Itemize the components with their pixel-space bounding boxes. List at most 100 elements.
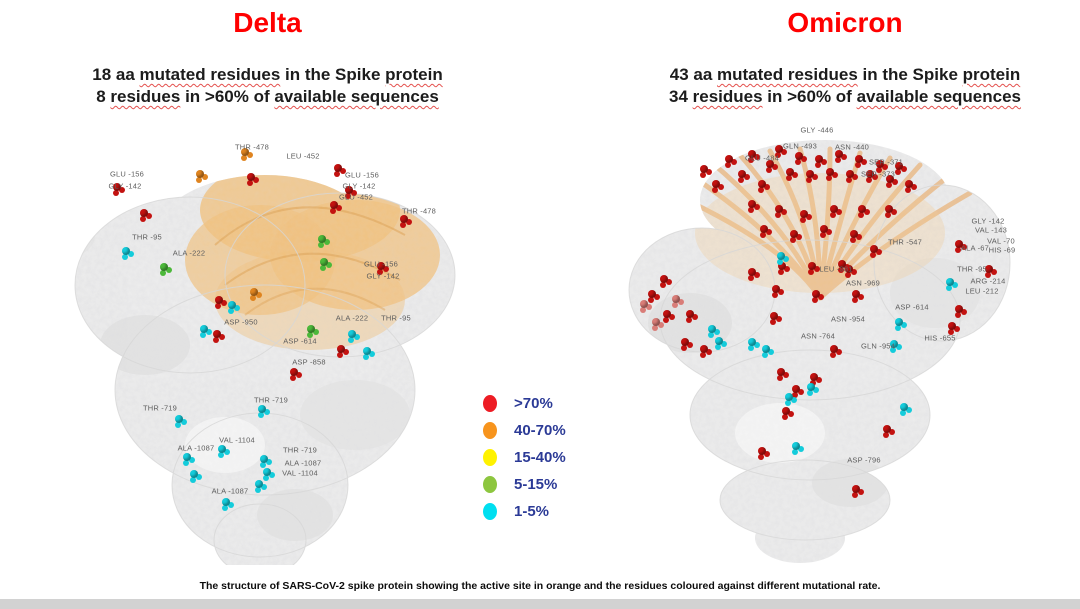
subtitle-segment: 18 aa bbox=[92, 65, 140, 84]
legend-label: 5-15% bbox=[514, 476, 558, 493]
residue-marker bbox=[876, 160, 884, 168]
residue-label: THR -547 bbox=[887, 237, 923, 247]
residue-marker bbox=[337, 345, 345, 353]
residue-marker bbox=[175, 415, 183, 423]
residue-marker bbox=[792, 385, 800, 393]
residue-label: GLY -142 bbox=[108, 181, 142, 191]
residue-label: ASP -614 bbox=[895, 302, 929, 312]
residue-label: ASN -954 bbox=[830, 314, 866, 324]
residue-label: VAL -1104 bbox=[282, 468, 318, 478]
residue-label: GLY -142 bbox=[971, 216, 1005, 226]
residue-label: ASP -796 bbox=[847, 455, 881, 465]
residue-marker bbox=[640, 300, 648, 308]
residue-marker bbox=[845, 265, 853, 273]
residue-marker bbox=[820, 225, 828, 233]
residue-label: ARG -214 bbox=[970, 276, 1006, 286]
residue-marker bbox=[122, 247, 130, 255]
residue-label: GLY -142 bbox=[342, 181, 376, 191]
legend-item: 1-5% bbox=[483, 498, 566, 525]
residue-marker bbox=[345, 186, 353, 194]
residue-marker bbox=[760, 225, 768, 233]
residue-marker bbox=[795, 152, 803, 160]
residue-marker bbox=[835, 150, 843, 158]
residue-marker bbox=[895, 162, 903, 170]
residue-label: THR -719 bbox=[282, 445, 318, 455]
residue-label: ASN -440 bbox=[834, 142, 870, 152]
delta-structure: GLU -156 GLY -142 THR -478 LEU -452 GLU -156… bbox=[55, 115, 470, 565]
subtitle-segment: 8 bbox=[96, 87, 111, 106]
residue-marker bbox=[255, 480, 263, 488]
legend-item: >70% bbox=[483, 390, 566, 417]
residue-marker bbox=[250, 288, 258, 296]
residue-label: THR -95 bbox=[132, 232, 162, 242]
residue-marker bbox=[113, 183, 121, 191]
residue-marker bbox=[330, 201, 338, 209]
residue-marker bbox=[830, 205, 838, 213]
legend-color-dot bbox=[483, 503, 497, 520]
delta-protein-rendering bbox=[74, 175, 456, 565]
residue-marker bbox=[782, 407, 790, 415]
residue-marker bbox=[850, 230, 858, 238]
residue-marker bbox=[660, 275, 668, 283]
residue-marker bbox=[400, 215, 408, 223]
residue-marker bbox=[838, 260, 846, 268]
residue-marker bbox=[748, 150, 756, 158]
subtitle-segment: protein bbox=[385, 65, 443, 84]
delta-markers: GLU -156 GLY -142 THR -478 LEU -452 GLU -156… bbox=[55, 115, 470, 565]
residue-marker bbox=[758, 180, 766, 188]
residue-marker bbox=[218, 445, 226, 453]
residue-label: SER -371 bbox=[868, 157, 904, 167]
residue-marker bbox=[363, 347, 371, 355]
legend-label: >70% bbox=[514, 395, 553, 412]
figure-caption: The structure of SARS-CoV-2 spike protei… bbox=[199, 580, 881, 592]
residue-marker bbox=[955, 240, 963, 248]
omicron-title: Omicron bbox=[787, 7, 903, 38]
residue-marker bbox=[290, 368, 298, 376]
legend-color-dot bbox=[483, 395, 497, 412]
residue-marker bbox=[770, 312, 778, 320]
legend-item: 5-15% bbox=[483, 471, 566, 498]
legend-color-dot bbox=[483, 476, 497, 493]
residue-marker bbox=[222, 498, 230, 506]
residue-label: GLY -142 bbox=[366, 271, 400, 281]
residue-marker bbox=[700, 345, 708, 353]
residue-marker bbox=[985, 265, 993, 273]
subtitle-segment: protein bbox=[962, 65, 1021, 84]
residue-marker bbox=[900, 403, 908, 411]
residue-marker bbox=[955, 305, 963, 313]
residue-label: GLU -156 bbox=[109, 169, 145, 179]
residue-marker bbox=[855, 155, 863, 163]
residue-marker bbox=[806, 170, 814, 178]
residue-marker bbox=[895, 318, 903, 326]
residue-marker bbox=[777, 252, 785, 260]
residue-marker bbox=[712, 180, 720, 188]
residue-marker bbox=[886, 175, 894, 183]
legend: >70% 40-70% 15-40% 5-15% 1-5% bbox=[483, 390, 566, 525]
residue-marker bbox=[777, 368, 785, 376]
residue-marker bbox=[140, 209, 148, 217]
residue-marker bbox=[852, 485, 860, 493]
residue-label: VAL -143 bbox=[974, 225, 1008, 235]
subtitle-segment: residues bbox=[110, 87, 181, 106]
residue-label: THR -719 bbox=[253, 395, 289, 405]
delta-subtitle-line1: 18 aa mutated residues in the Spike prot… bbox=[10, 64, 525, 86]
residue-marker bbox=[778, 262, 786, 270]
subtitle-segment: in >60% of bbox=[180, 87, 275, 106]
residue-marker bbox=[200, 325, 208, 333]
residue-marker bbox=[830, 345, 838, 353]
residue-marker bbox=[800, 210, 808, 218]
residue-label: ASN -969 bbox=[845, 278, 881, 288]
residue-marker bbox=[808, 262, 816, 270]
residue-marker bbox=[866, 170, 874, 178]
residue-marker bbox=[228, 301, 236, 309]
residue-marker bbox=[858, 205, 866, 213]
subtitle-segment: available sequences bbox=[274, 87, 439, 106]
subtitle-segment: 43 aa bbox=[669, 65, 718, 84]
residue-marker bbox=[807, 383, 815, 391]
residue-marker bbox=[775, 145, 783, 153]
residue-marker bbox=[652, 318, 660, 326]
residue-marker bbox=[320, 258, 328, 266]
subtitle-segment: 34 bbox=[668, 87, 693, 106]
subtitle-segment: residues bbox=[692, 87, 763, 106]
